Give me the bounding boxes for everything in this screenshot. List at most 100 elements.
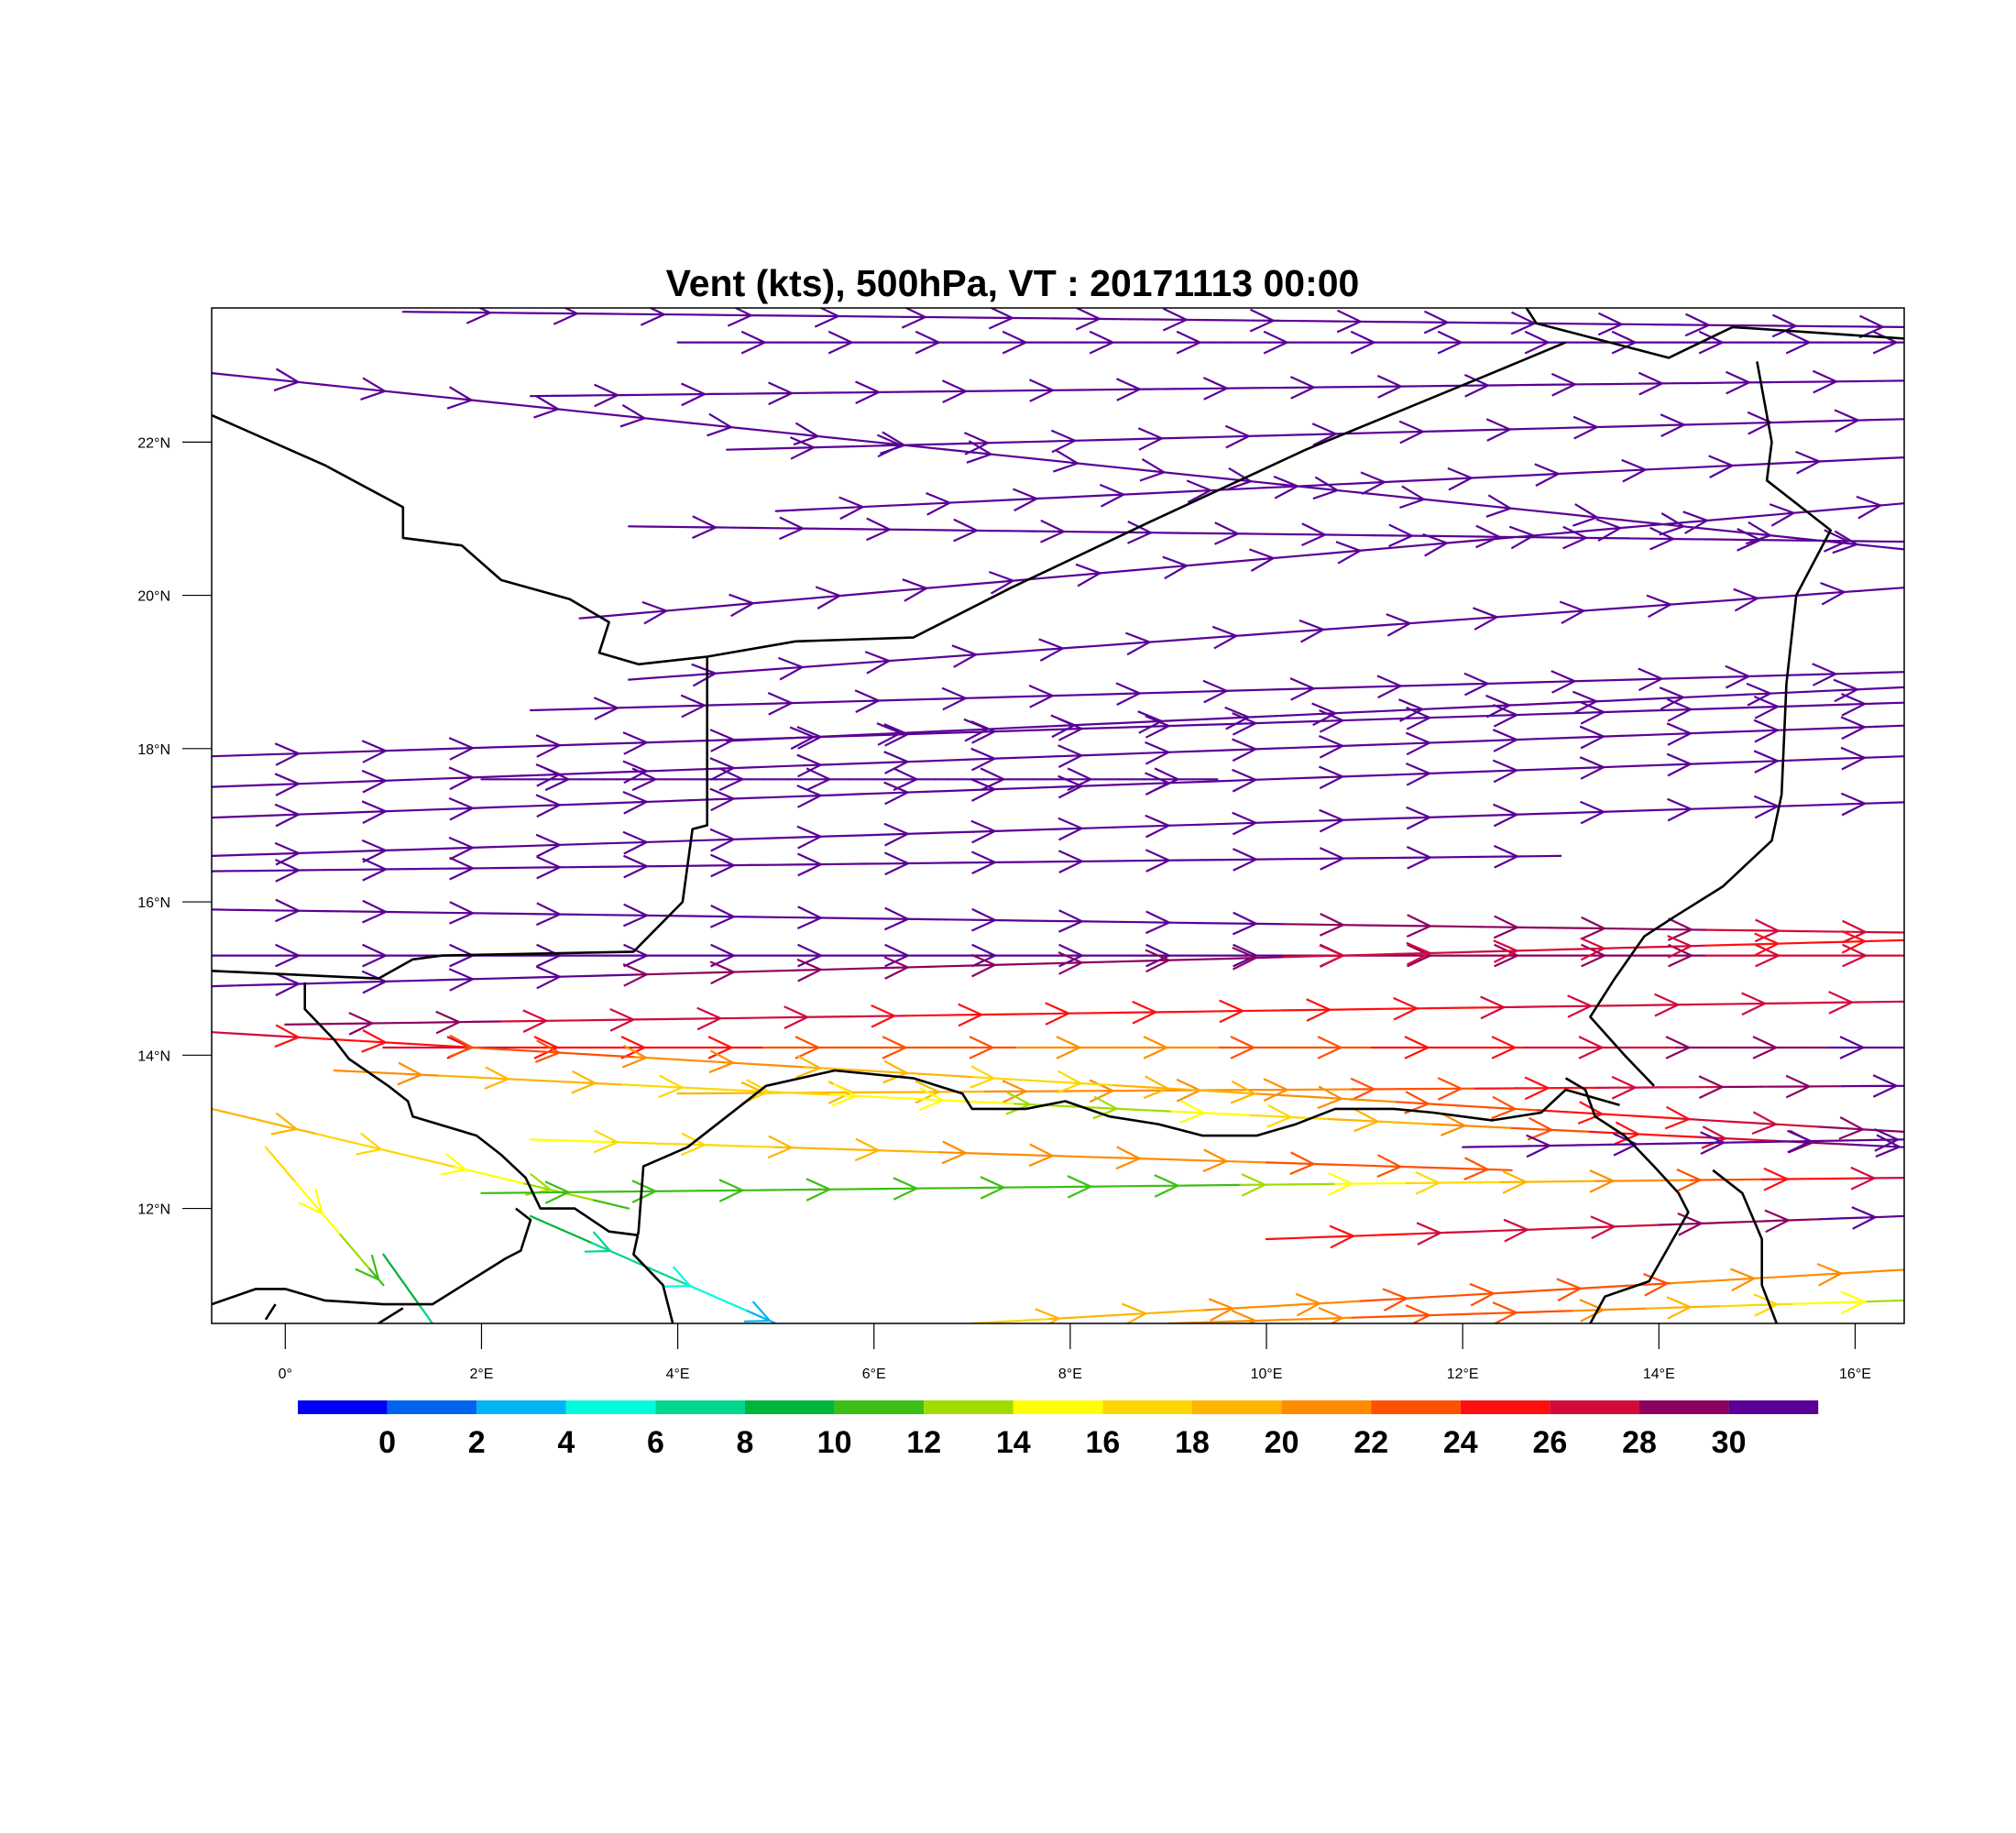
streamline-segment <box>492 1048 523 1052</box>
streamline-segment <box>1085 726 1116 730</box>
streamline-segment <box>633 416 664 422</box>
streamline-arrow <box>980 1176 1006 1200</box>
streamline-segment <box>981 499 1003 503</box>
streamline-segment <box>1254 480 1285 487</box>
streamline-segment <box>666 608 692 612</box>
streamline-segment <box>1649 732 1680 736</box>
streamline-arrow <box>1115 378 1143 401</box>
streamline-segment <box>212 908 241 912</box>
streamline-segment <box>1734 531 1765 536</box>
streamline-arrow <box>1562 525 1589 550</box>
streamline-arrow <box>884 943 911 968</box>
streamline-arrow <box>1480 995 1507 1020</box>
streamline-arrow <box>1053 449 1080 473</box>
streamline-segment <box>1336 1007 1366 1011</box>
streamline-arrow <box>584 1231 613 1253</box>
streamline-arrow <box>1232 811 1259 836</box>
streamline-arrow <box>1202 1148 1230 1173</box>
streamline-segment <box>1000 786 1031 791</box>
streamline-segment <box>1884 456 1904 460</box>
streamline-arrow <box>1122 1302 1149 1323</box>
colorbar: 0 2 4 6 8 10 12 14 16 18 20 22 24 26 28 30 <box>298 1400 1819 1460</box>
streamline-segment <box>1233 1160 1252 1163</box>
streamline-segment <box>1790 1124 1821 1128</box>
streamline-segment <box>592 1199 602 1203</box>
streamline-segment <box>1301 484 1322 488</box>
streamline-arrow <box>941 379 969 403</box>
streamline-segment <box>1353 432 1375 434</box>
streamline-segment <box>502 1177 512 1181</box>
streamline-segment <box>1846 939 1878 943</box>
streamline-arrow <box>970 720 998 744</box>
streamline-arrow <box>1874 1127 1901 1152</box>
streamline-segment <box>1196 435 1219 439</box>
streamline-segment <box>488 1174 499 1179</box>
streamline-arrow <box>1289 1151 1317 1176</box>
streamline-segment <box>986 1320 1004 1323</box>
streamline-segment <box>1836 506 1861 510</box>
streamline-segment <box>831 793 862 796</box>
streamline-segment <box>1887 1268 1904 1272</box>
streamline-segment <box>492 845 523 849</box>
streamline-segment <box>549 803 580 807</box>
streamline-segment <box>419 1158 429 1162</box>
streamline-segment <box>1275 714 1298 718</box>
streamline-segment <box>1028 456 1059 463</box>
streamline-arrow <box>1611 330 1638 355</box>
streamline-segment <box>1712 1221 1725 1224</box>
streamline-segment <box>1239 688 1265 692</box>
streamline-segment <box>1649 1115 1680 1120</box>
streamline-segment <box>690 971 721 974</box>
streamline-segment <box>1583 679 1608 683</box>
streamline-segment <box>267 851 298 856</box>
streamline-arrow <box>446 386 475 410</box>
streamline-segment <box>351 810 382 814</box>
streamline-segment <box>398 1152 408 1157</box>
lon-tick-label: 4°E <box>666 1367 690 1382</box>
streamline-arrow <box>1578 1036 1605 1059</box>
streamline-segment <box>1621 709 1652 713</box>
streamline-segment <box>1201 1010 1232 1013</box>
colorbar-swatch <box>1371 1400 1461 1414</box>
streamline-arrow <box>1572 690 1599 715</box>
streamline-segment <box>1327 1117 1356 1122</box>
streamline-segment <box>343 1139 352 1144</box>
streamline-segment <box>1452 770 1483 774</box>
country-border <box>1589 361 1832 1087</box>
streamline-arrow <box>448 836 476 861</box>
streamline-segment <box>492 745 523 749</box>
streamline-segment <box>516 1180 526 1185</box>
streamline <box>212 692 1904 766</box>
streamline-arrow <box>1613 1132 1639 1157</box>
streamline-segment <box>252 1117 262 1122</box>
streamline-segment <box>1468 1292 1486 1296</box>
streamline-segment <box>520 1049 552 1054</box>
streamline-segment <box>887 1070 918 1075</box>
colorbar-label: 16 <box>1085 1425 1120 1460</box>
streamline <box>1167 1290 1904 1323</box>
streamline-segment <box>1529 702 1552 706</box>
streamline-segment <box>861 660 885 664</box>
streamline-segment <box>1020 440 1042 444</box>
streamline-segment <box>1111 1313 1129 1317</box>
streamline-arrow <box>1232 848 1259 872</box>
streamline-arrow <box>1162 308 1189 332</box>
streamline-arrow <box>1211 625 1239 650</box>
streamline-arrow <box>1350 1077 1377 1102</box>
streamline-arrow <box>796 726 824 750</box>
streamline-arrow <box>1753 719 1780 743</box>
streamline-arrow <box>926 491 953 516</box>
streamline-segment <box>1452 1103 1483 1108</box>
streamline-segment <box>314 1132 324 1136</box>
streamline-segment <box>212 1107 220 1112</box>
streamline-segment <box>1085 1156 1104 1158</box>
streamline-segment <box>1562 1129 1592 1134</box>
streamline-segment <box>1818 591 1842 596</box>
streamline-segment <box>1670 1306 1685 1310</box>
streamline-segment <box>238 814 269 818</box>
streamline-segment <box>1507 812 1539 817</box>
streamline-segment <box>1875 1128 1904 1134</box>
streamline-segment <box>1494 1169 1513 1171</box>
streamline-segment <box>1366 952 1398 956</box>
streamline-arrow <box>1057 951 1085 975</box>
